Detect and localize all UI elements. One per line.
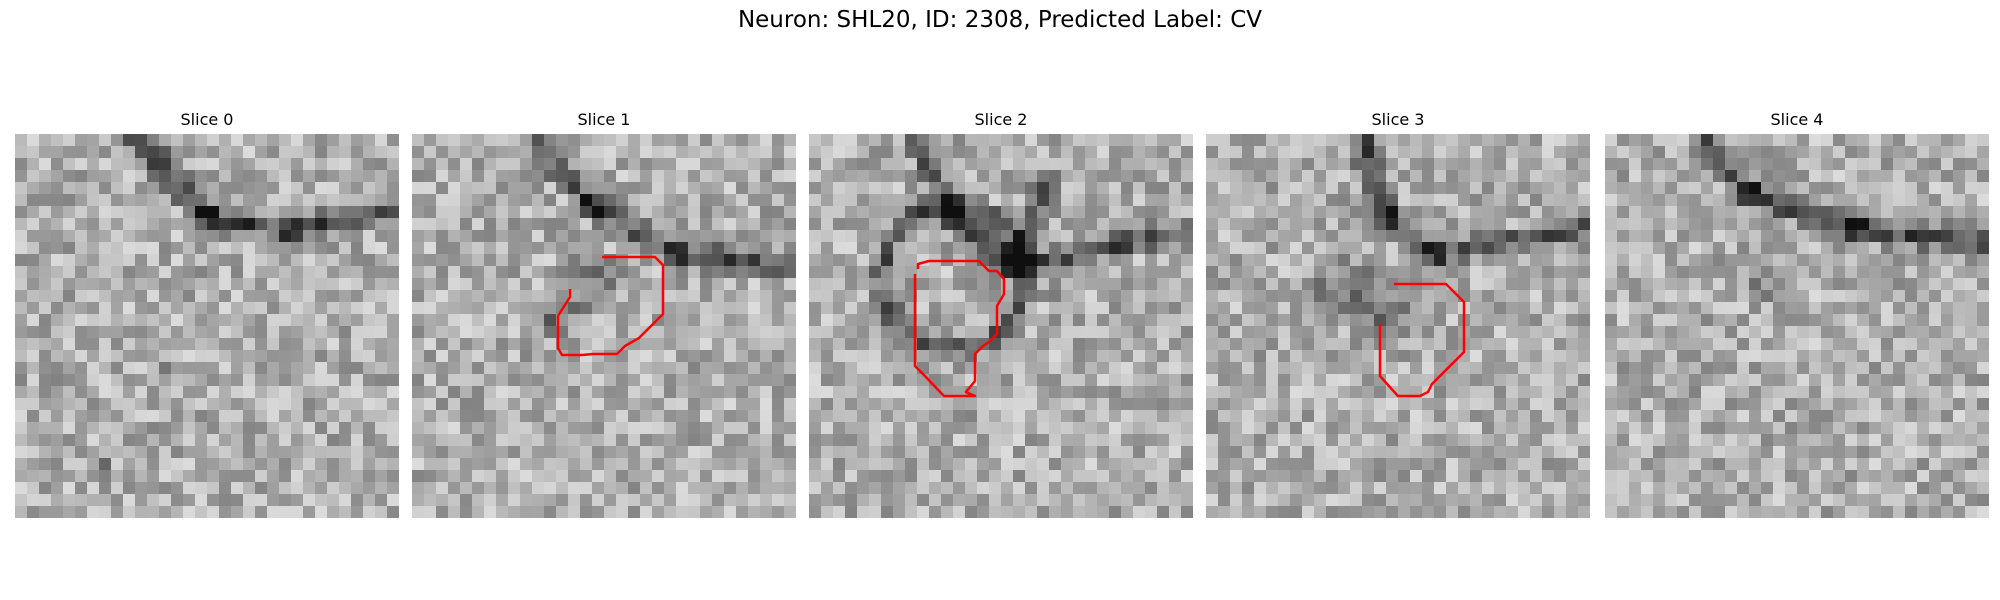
slice-image <box>809 134 1193 518</box>
slice-title: Slice 0 <box>180 110 234 129</box>
slice-title: Slice 2 <box>974 110 1028 129</box>
slice-panel-1: Slice 1 <box>412 108 796 518</box>
slice-image <box>1605 134 1989 518</box>
slice-image <box>412 134 796 518</box>
figure-title: Neuron: SHL20, ID: 2308, Predicted Label… <box>737 7 1263 33</box>
slice-title: Slice 1 <box>577 110 631 129</box>
slice-title: Slice 4 <box>1770 110 1824 129</box>
slice-title: Slice 3 <box>1371 110 1425 129</box>
slice-image <box>15 134 399 518</box>
slice-panel-0: Slice 0 <box>15 108 399 518</box>
segmentation-contour <box>1378 282 1466 398</box>
slice-panel-4: Slice 4 <box>1605 108 1989 518</box>
segmentation-contour <box>556 255 665 357</box>
slice-image <box>1206 134 1590 518</box>
slice-panel-3: Slice 3 <box>1206 108 1590 518</box>
segmentation-contour <box>913 259 1006 398</box>
slice-panel-2: Slice 2 <box>809 108 1193 518</box>
